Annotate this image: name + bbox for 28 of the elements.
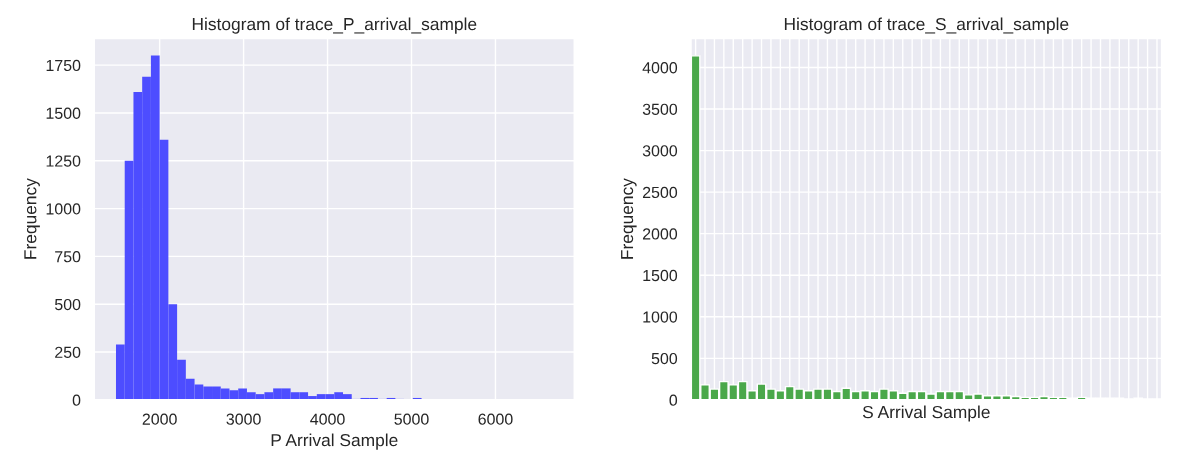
chart-title: Histogram of trace_S_arrival_sample bbox=[784, 17, 1069, 34]
y-tick-label: 4000 bbox=[642, 62, 678, 74]
x-tick-label: 3000 bbox=[226, 413, 261, 425]
x-axis-title: P Arrival Sample bbox=[271, 433, 398, 450]
y-tick-label: 1000 bbox=[46, 203, 81, 215]
y-tick-label: 1500 bbox=[46, 107, 81, 119]
y-tick-label: 1250 bbox=[46, 155, 81, 167]
y-axis-title: Frequency bbox=[621, 178, 637, 259]
x-axis-title: S Arrival Sample bbox=[862, 405, 990, 422]
y-tick-label: 3500 bbox=[642, 103, 678, 115]
y-axis-title: Frequency bbox=[24, 178, 40, 259]
y-tick-label: 750 bbox=[55, 251, 81, 263]
x-tick-label: 4000 bbox=[310, 413, 345, 425]
y-tick-label: 1750 bbox=[46, 59, 81, 72]
y-tick-label: 3000 bbox=[642, 145, 678, 157]
y-tick-label: 1500 bbox=[643, 269, 678, 282]
y-tick-label: 0 bbox=[669, 394, 678, 406]
y-tick-label: 0 bbox=[72, 394, 81, 406]
y-tick-label: 2000 bbox=[642, 228, 678, 240]
y-tick-label: 2500 bbox=[642, 186, 678, 199]
x-tick-label: 6000 bbox=[478, 413, 513, 425]
chart-title: Histogram of trace_P_arrival_sample bbox=[192, 17, 477, 34]
y-tick-label: 500 bbox=[651, 352, 678, 365]
x-tick-label: 5000 bbox=[394, 413, 429, 425]
y-tick-label: 1000 bbox=[643, 311, 678, 323]
y-tick-label: 250 bbox=[55, 346, 81, 358]
x-tick-label: 2000 bbox=[142, 413, 177, 425]
y-tick-label: 500 bbox=[54, 298, 81, 311]
